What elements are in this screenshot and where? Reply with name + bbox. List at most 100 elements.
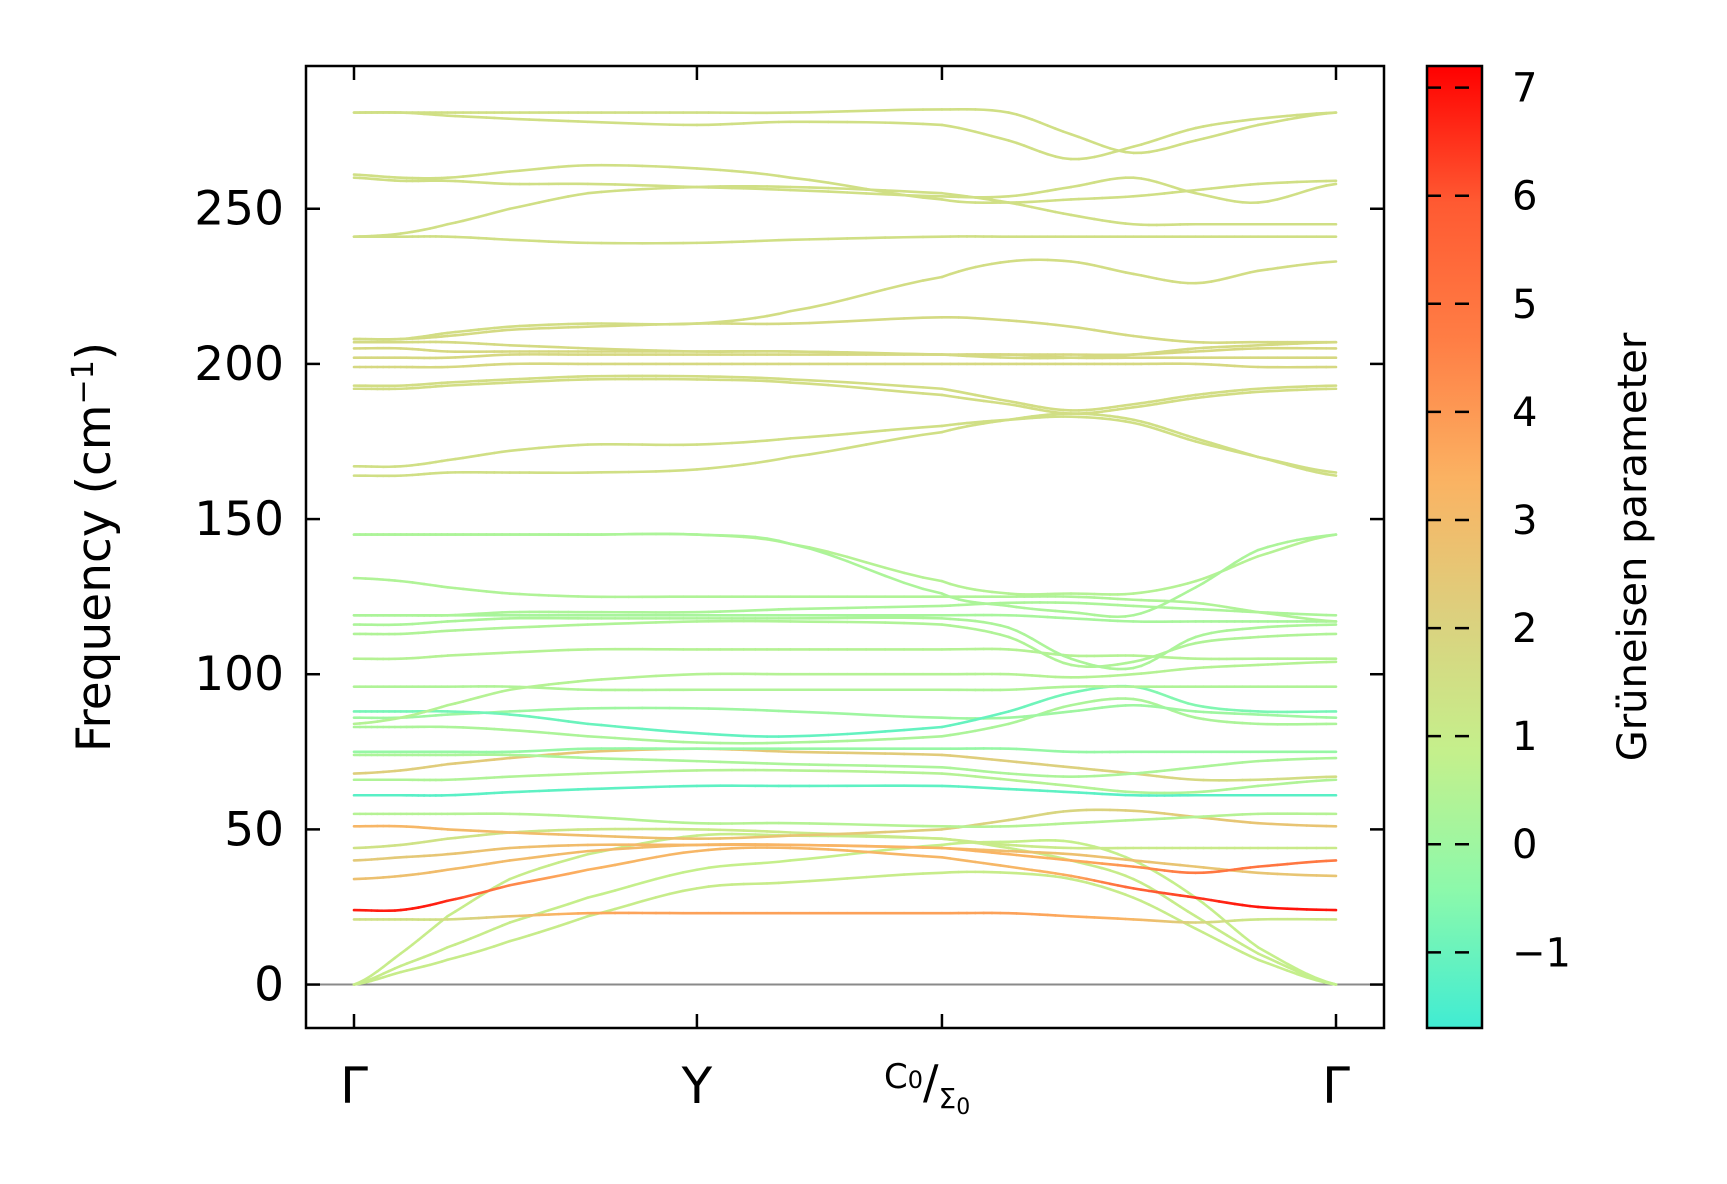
band-segment xyxy=(1139,859,1151,864)
band-segment xyxy=(1147,138,1159,144)
band-segment xyxy=(1233,388,1244,393)
band-segment xyxy=(1038,762,1049,767)
band-segment xyxy=(1147,889,1159,894)
band-segment xyxy=(1015,772,1026,776)
band-segment xyxy=(1061,839,1073,844)
band-segment xyxy=(1038,408,1049,413)
band-segment xyxy=(1202,439,1213,445)
band-segment xyxy=(1217,276,1229,282)
band-segment xyxy=(1069,766,1081,770)
band-segment xyxy=(1210,571,1221,580)
band-segment xyxy=(1038,812,1049,817)
band-segment xyxy=(864,834,887,838)
band-segment xyxy=(528,931,541,937)
band-segment xyxy=(1069,657,1081,663)
band-segment xyxy=(1030,147,1042,153)
band-segment xyxy=(965,839,977,844)
band-segment xyxy=(1285,462,1299,468)
band-segment xyxy=(902,121,925,126)
band-segment xyxy=(1093,855,1104,859)
phonon-band xyxy=(352,362,1338,369)
band-segment xyxy=(1022,633,1034,640)
band-segment xyxy=(754,459,769,465)
band-segment xyxy=(547,924,560,931)
band-segment xyxy=(1178,894,1190,898)
band-segment xyxy=(1015,760,1026,764)
band-segment xyxy=(600,889,617,896)
band-segment xyxy=(1210,763,1221,768)
band-segment xyxy=(1194,666,1205,670)
band-segment xyxy=(990,844,1002,848)
band-segment xyxy=(1163,133,1174,139)
band-segment xyxy=(974,316,985,320)
band-segment xyxy=(921,753,944,757)
band-segment xyxy=(528,715,541,719)
band-segment xyxy=(921,424,944,429)
band-segment xyxy=(864,439,887,446)
band-segment xyxy=(974,840,985,845)
band-segment xyxy=(627,675,644,679)
band-segment xyxy=(1155,669,1166,674)
band-segment xyxy=(1210,706,1221,711)
band-segment xyxy=(485,691,496,697)
band-segment xyxy=(1077,135,1088,142)
band-segment xyxy=(1077,859,1088,864)
band-segment xyxy=(1100,866,1112,872)
band-segment xyxy=(1178,590,1190,598)
band-segment xyxy=(965,755,977,760)
band-segment xyxy=(1266,386,1279,390)
band-segment xyxy=(883,737,906,741)
band-segment xyxy=(1022,867,1034,872)
band-segment xyxy=(1015,141,1026,147)
band-segment xyxy=(547,445,560,449)
band-segment xyxy=(1054,810,1065,814)
band-segment xyxy=(1085,327,1096,332)
band-segment xyxy=(1225,943,1236,950)
band-segment xyxy=(742,862,757,866)
band-segment xyxy=(1225,446,1236,452)
band-segment xyxy=(1139,661,1151,668)
band-segment xyxy=(1046,874,1057,878)
band-segment xyxy=(921,771,944,775)
band-segment xyxy=(1085,155,1096,160)
y-axis-label-sup: −1 xyxy=(66,360,101,404)
band-segment xyxy=(1171,767,1182,772)
band-segment xyxy=(1022,714,1034,718)
band-segment xyxy=(1077,326,1088,331)
band-segment xyxy=(1069,874,1081,879)
band-segment xyxy=(1116,332,1127,337)
band-segment xyxy=(454,175,465,179)
band-segment xyxy=(547,717,560,722)
band-segment xyxy=(1178,638,1190,646)
band-segment xyxy=(1210,817,1221,821)
band-segment xyxy=(1285,113,1299,118)
band-segment xyxy=(730,169,745,174)
band-segment xyxy=(1163,397,1174,401)
band-segment xyxy=(586,892,603,899)
band-segment xyxy=(547,682,560,686)
band-segment xyxy=(1285,538,1299,544)
band-segment xyxy=(957,584,969,590)
band-segment xyxy=(1085,687,1096,692)
band-segment xyxy=(1139,150,1151,155)
band-segment xyxy=(1139,656,1151,662)
band-segment xyxy=(1069,877,1081,882)
band-segment xyxy=(990,419,1002,423)
band-segment xyxy=(1022,702,1034,709)
band-segment xyxy=(948,847,960,851)
band-segment xyxy=(999,722,1010,728)
band-segment xyxy=(576,679,590,683)
band-segment xyxy=(1178,394,1190,399)
band-segment xyxy=(1295,262,1309,267)
band-segment xyxy=(1046,646,1057,654)
phonon-band xyxy=(352,747,1338,754)
colorbar-tick-label: 3 xyxy=(1512,498,1537,544)
band-segment xyxy=(528,446,541,451)
band-segment xyxy=(1116,884,1127,889)
band-segment xyxy=(789,831,811,835)
band-segment xyxy=(1155,427,1166,433)
band-segment xyxy=(469,328,481,332)
band-segment xyxy=(1241,388,1252,392)
band-segment xyxy=(845,731,868,736)
